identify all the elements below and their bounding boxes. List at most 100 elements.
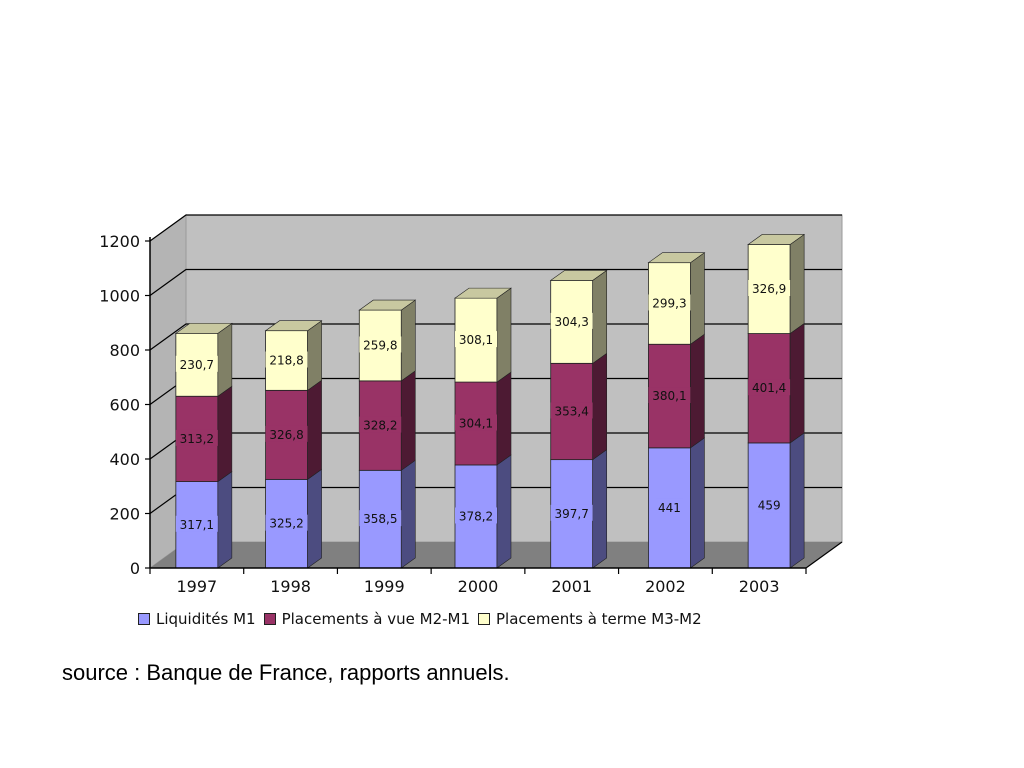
bar-side: [217, 471, 233, 569]
legend-swatch-m3m2: [478, 613, 491, 625]
bar-side: [400, 459, 416, 569]
data-label: 317,1: [180, 518, 214, 532]
data-label: 304,1: [459, 417, 493, 431]
data-label: 441: [658, 501, 681, 515]
x-tick-label: 1998: [270, 577, 311, 596]
legend-item-m2m1: Placements à vue M2-M1: [263, 610, 471, 628]
data-label-bg: [648, 294, 691, 311]
stacked-bar-chart-3d: 317,1 313,2 230,7 325,2 326,8 218,8 358,5 328,2…: [99, 214, 843, 596]
data-label: 353,4: [555, 404, 589, 418]
x-tick-label: 2002: [645, 577, 686, 596]
data-label: 313,2: [180, 432, 214, 446]
legend-swatch-m1: [138, 613, 150, 625]
bar-side: [307, 468, 322, 569]
legend-item-m3m2: Placements à terme M3-M2: [478, 610, 702, 628]
data-label: 259,8: [363, 338, 397, 352]
bar-top: [174, 323, 233, 334]
x-tick-label: 2003: [739, 577, 780, 596]
gridline: [149, 268, 842, 296]
bar-side: [400, 299, 416, 382]
bar-top: [264, 320, 323, 332]
data-label-bg: [455, 331, 497, 348]
data-label: 401,4: [752, 381, 786, 395]
bar-top: [549, 270, 608, 281]
data-label: 328,2: [363, 419, 397, 433]
bar-side: [217, 322, 233, 397]
y-tick-label: 400: [109, 450, 140, 469]
bar-side: [690, 333, 705, 449]
bar-side: [400, 370, 416, 471]
data-label: 378,2: [459, 509, 493, 523]
bar-top: [454, 287, 512, 299]
data-label-bg: [359, 416, 402, 433]
data-label: 308,1: [459, 333, 493, 347]
data-label-bg: [550, 312, 593, 329]
bar-side: [307, 379, 322, 480]
bar-side: [789, 322, 805, 444]
data-label-bg: [175, 515, 218, 532]
bar-side: [690, 437, 705, 569]
data-label: 325,2: [269, 517, 303, 531]
y-tick-label: 800: [109, 341, 140, 360]
x-tick-label: 1997: [176, 577, 217, 596]
data-label-bg: [455, 414, 497, 431]
bar-side: [307, 320, 322, 391]
data-label: 299,3: [652, 296, 686, 310]
bar-side: [690, 252, 705, 345]
data-label-bg: [359, 510, 402, 527]
data-label: 326,8: [269, 428, 303, 442]
x-tick-label: 1999: [364, 577, 405, 596]
data-label: 230,7: [180, 358, 214, 372]
data-label-bg: [748, 280, 791, 297]
data-label-bg: [755, 496, 783, 513]
data-label-bg: [748, 379, 791, 396]
data-label-bg: [550, 402, 593, 419]
data-label-bg: [359, 336, 402, 353]
data-label-bg: [265, 425, 308, 442]
source-note: source : Banque de France, rapports annu…: [62, 660, 510, 685]
data-label-bg: [175, 429, 218, 446]
bar-top: [647, 252, 706, 263]
data-label: 380,1: [652, 389, 686, 403]
data-label-bg: [550, 504, 593, 521]
gridline: [149, 323, 842, 351]
bar-top: [747, 234, 806, 245]
bar-side: [789, 432, 805, 569]
legend: Liquidités M1 Placements à vue M2-M1 Pla…: [138, 610, 710, 628]
data-label-bg: [175, 355, 218, 372]
bar-side: [217, 385, 233, 483]
legend-label-m2m1: Placements à vue M2-M1: [281, 610, 471, 628]
legend-label-m3m2: Placements à terme M3-M2: [496, 610, 702, 628]
y-tick-label: 0: [130, 559, 140, 578]
x-tick-label: 2000: [458, 577, 499, 596]
bar-side: [592, 449, 608, 569]
data-label-bg: [655, 498, 684, 515]
legend-item-m1: Liquidités M1: [138, 610, 256, 628]
axes: 0 200 400 600 800 1000 1200 1997 1998 1999 2000 200…: [99, 232, 843, 596]
data-label: 397,7: [555, 507, 589, 521]
data-label: 218,8: [269, 354, 303, 368]
bar-side: [496, 371, 512, 466]
data-label-bg: [648, 387, 691, 404]
gridline: [149, 214, 842, 242]
bars: 317,1 313,2 230,7 325,2 326,8 218,8 358,5 328,2…: [174, 233, 806, 569]
x-tick-label: 2001: [551, 577, 592, 596]
bar-side: [592, 269, 608, 364]
legend-swatch-m2m1: [263, 613, 276, 625]
data-label: 304,3: [555, 315, 589, 329]
data-label-bg: [265, 514, 308, 531]
data-label-bg: [455, 507, 497, 524]
y-tick-label: 600: [109, 396, 140, 415]
bar-top: [358, 299, 417, 311]
bar-side: [496, 287, 512, 383]
bar-side: [592, 352, 608, 461]
data-label-bg: [265, 351, 308, 368]
data-label: 459: [758, 498, 781, 512]
legend-label-m1: Liquidités M1: [156, 610, 256, 628]
data-label: 326,9: [752, 282, 786, 296]
data-label: 358,5: [363, 512, 397, 526]
bar-side: [789, 233, 805, 335]
x-axis-depth: [805, 541, 843, 569]
y-tick-label: 1000: [99, 287, 140, 306]
bar-side: [496, 454, 512, 569]
